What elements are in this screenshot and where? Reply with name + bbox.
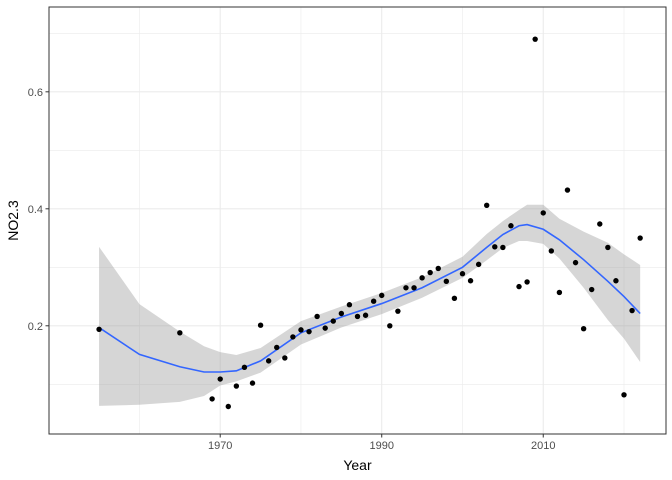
data-point bbox=[395, 308, 401, 314]
x-axis-title: Year bbox=[343, 457, 372, 473]
data-point bbox=[548, 248, 555, 254]
data-point bbox=[427, 269, 433, 276]
data-point bbox=[274, 344, 280, 351]
data-point bbox=[177, 330, 183, 336]
data-point bbox=[613, 278, 619, 284]
data-point bbox=[556, 289, 563, 296]
data-point bbox=[484, 202, 490, 208]
data-point bbox=[508, 223, 514, 229]
data-point bbox=[298, 327, 304, 333]
panel-border bbox=[48, 6, 667, 435]
y-axis-title: NO2.3 bbox=[5, 200, 21, 241]
data-point bbox=[346, 302, 353, 308]
x-axis-ticks: 1970 1990 2010 bbox=[208, 434, 555, 452]
data-point bbox=[451, 295, 458, 301]
x-tick-label: 1990 bbox=[369, 440, 393, 452]
data-point bbox=[290, 334, 296, 340]
data-point bbox=[249, 380, 256, 386]
data-point bbox=[241, 364, 248, 371]
data-point bbox=[306, 328, 312, 335]
confidence-band bbox=[99, 204, 641, 406]
data-point bbox=[467, 278, 474, 284]
data-point bbox=[564, 187, 571, 193]
data-point bbox=[411, 285, 417, 291]
data-point bbox=[362, 312, 369, 318]
data-point bbox=[209, 396, 215, 402]
smooth-line-layer bbox=[98, 223, 641, 373]
y-tick-label: 0.2 bbox=[28, 321, 43, 333]
data-point bbox=[637, 235, 643, 241]
data-point bbox=[217, 376, 223, 382]
data-point bbox=[265, 358, 272, 364]
data-point bbox=[419, 275, 425, 281]
data-point bbox=[589, 286, 595, 293]
panel-background bbox=[49, 7, 666, 434]
data-point bbox=[532, 36, 538, 42]
data-point bbox=[524, 279, 530, 285]
data-point bbox=[233, 383, 240, 389]
data-point bbox=[443, 278, 450, 285]
data-point bbox=[96, 326, 102, 332]
data-point bbox=[225, 403, 231, 410]
data-point bbox=[257, 322, 264, 328]
data-point bbox=[572, 259, 579, 266]
data-point bbox=[435, 265, 441, 272]
data-point bbox=[540, 210, 546, 216]
data-point bbox=[580, 326, 587, 332]
data-point bbox=[597, 221, 603, 227]
grid-lines bbox=[49, 7, 666, 434]
data-point bbox=[282, 355, 288, 361]
data-point bbox=[459, 271, 466, 277]
data-points-layer bbox=[96, 36, 643, 410]
confidence-band-layer bbox=[99, 204, 641, 406]
data-point bbox=[370, 298, 377, 304]
x-tick-label: 1970 bbox=[208, 440, 232, 452]
data-point bbox=[500, 244, 506, 251]
data-point bbox=[516, 283, 522, 290]
data-point bbox=[605, 244, 611, 251]
data-point bbox=[387, 323, 393, 329]
data-point bbox=[314, 313, 320, 320]
data-point bbox=[354, 313, 361, 320]
y-tick-label: 0.6 bbox=[28, 87, 43, 99]
data-point bbox=[322, 325, 328, 331]
data-point bbox=[379, 292, 385, 299]
data-point bbox=[629, 307, 635, 314]
y-axis-ticks: 0.2 0.4 0.6 bbox=[28, 87, 49, 333]
data-point bbox=[338, 310, 345, 317]
data-point bbox=[492, 244, 498, 250]
y-tick-label: 0.4 bbox=[28, 204, 43, 216]
data-point bbox=[621, 392, 627, 398]
data-point bbox=[403, 285, 409, 291]
x-tick-label: 2010 bbox=[531, 440, 555, 452]
smooth-trend-line bbox=[98, 223, 641, 373]
data-point bbox=[330, 318, 336, 324]
data-point bbox=[475, 261, 482, 268]
